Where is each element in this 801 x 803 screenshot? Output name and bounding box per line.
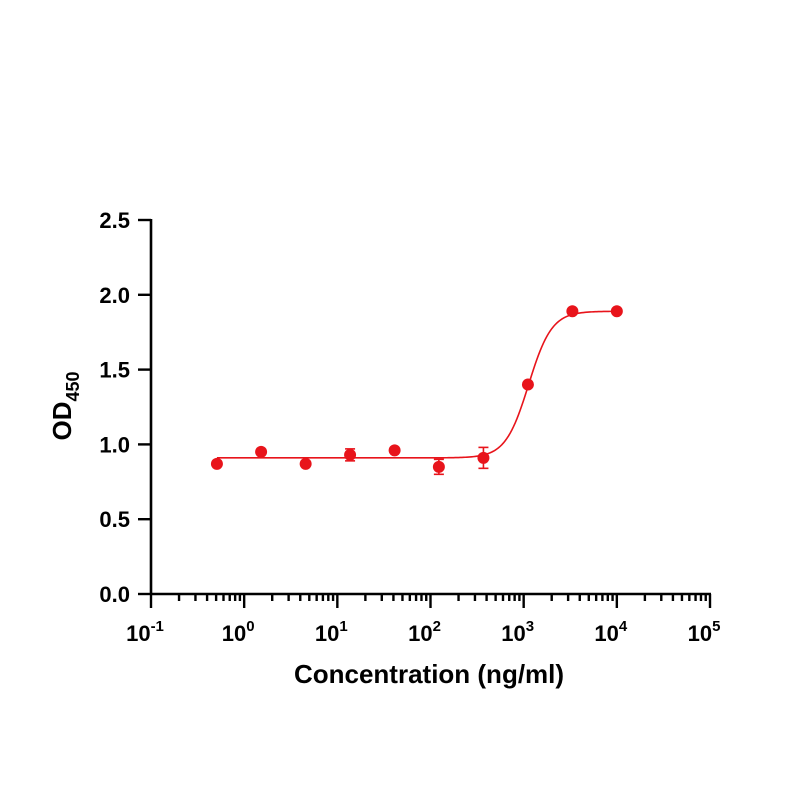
x-tick-label-exponent: 3 (526, 618, 534, 635)
x-tick-label-base: 10 (501, 621, 525, 646)
fit-curve (216, 310, 617, 459)
y-axis-title-main: OD (47, 402, 77, 441)
x-axis-ticks: 10-1 100 101 102 103 104 105 (126, 594, 720, 646)
x-tick-label-base: 10 (126, 621, 150, 646)
y-tick-label: 2.5 (99, 208, 130, 233)
x-tick-label-base: 10 (688, 621, 712, 646)
x-tick-label-base: 10 (222, 621, 246, 646)
data-point (610, 305, 623, 318)
y-axis-ticks: 0.0 0.5 1.0 1.5 2.0 2.5 (99, 208, 151, 607)
x-tick-label-exponent: 4 (619, 618, 628, 635)
x-tick-label: 104 (594, 618, 627, 646)
x-tick-label: 10-1 (126, 618, 164, 646)
data-point (566, 305, 579, 318)
y-tick-label: 2.0 (99, 283, 130, 308)
x-tick-label-exponent: 5 (712, 618, 720, 635)
y-tick-label: 0.0 (99, 582, 130, 607)
x-tick-label-base: 10 (594, 621, 618, 646)
x-tick-label: 103 (501, 618, 534, 646)
data-point (344, 448, 357, 461)
y-axis-title-subscript: 450 (63, 371, 83, 401)
data-point (210, 457, 223, 470)
x-tick-label-base: 10 (408, 621, 432, 646)
chart-marks (210, 305, 623, 476)
x-tick-label-exponent: -1 (151, 618, 164, 635)
x-tick-label-exponent: 2 (433, 618, 441, 635)
x-tick-label: 101 (315, 618, 348, 646)
y-tick-label: 1.5 (99, 358, 130, 383)
data-point (432, 460, 445, 473)
x-tick-label-exponent: 1 (339, 618, 347, 635)
y-axis-title: OD450 (47, 371, 83, 440)
y-tick-label: 0.5 (99, 507, 130, 532)
x-tick-label-base: 10 (315, 621, 339, 646)
data-point (255, 445, 268, 458)
data-point (299, 457, 312, 470)
data-point (477, 451, 490, 464)
x-tick-label: 100 (222, 618, 255, 646)
data-point (388, 444, 401, 457)
y-tick-label: 1.0 (99, 432, 130, 457)
x-tick-label: 102 (408, 618, 441, 646)
x-axis-title: Concentration (ng/ml) (294, 659, 564, 689)
x-tick-label-exponent: 0 (246, 618, 254, 635)
x-tick-label: 105 (688, 618, 721, 646)
data-point (521, 378, 534, 391)
